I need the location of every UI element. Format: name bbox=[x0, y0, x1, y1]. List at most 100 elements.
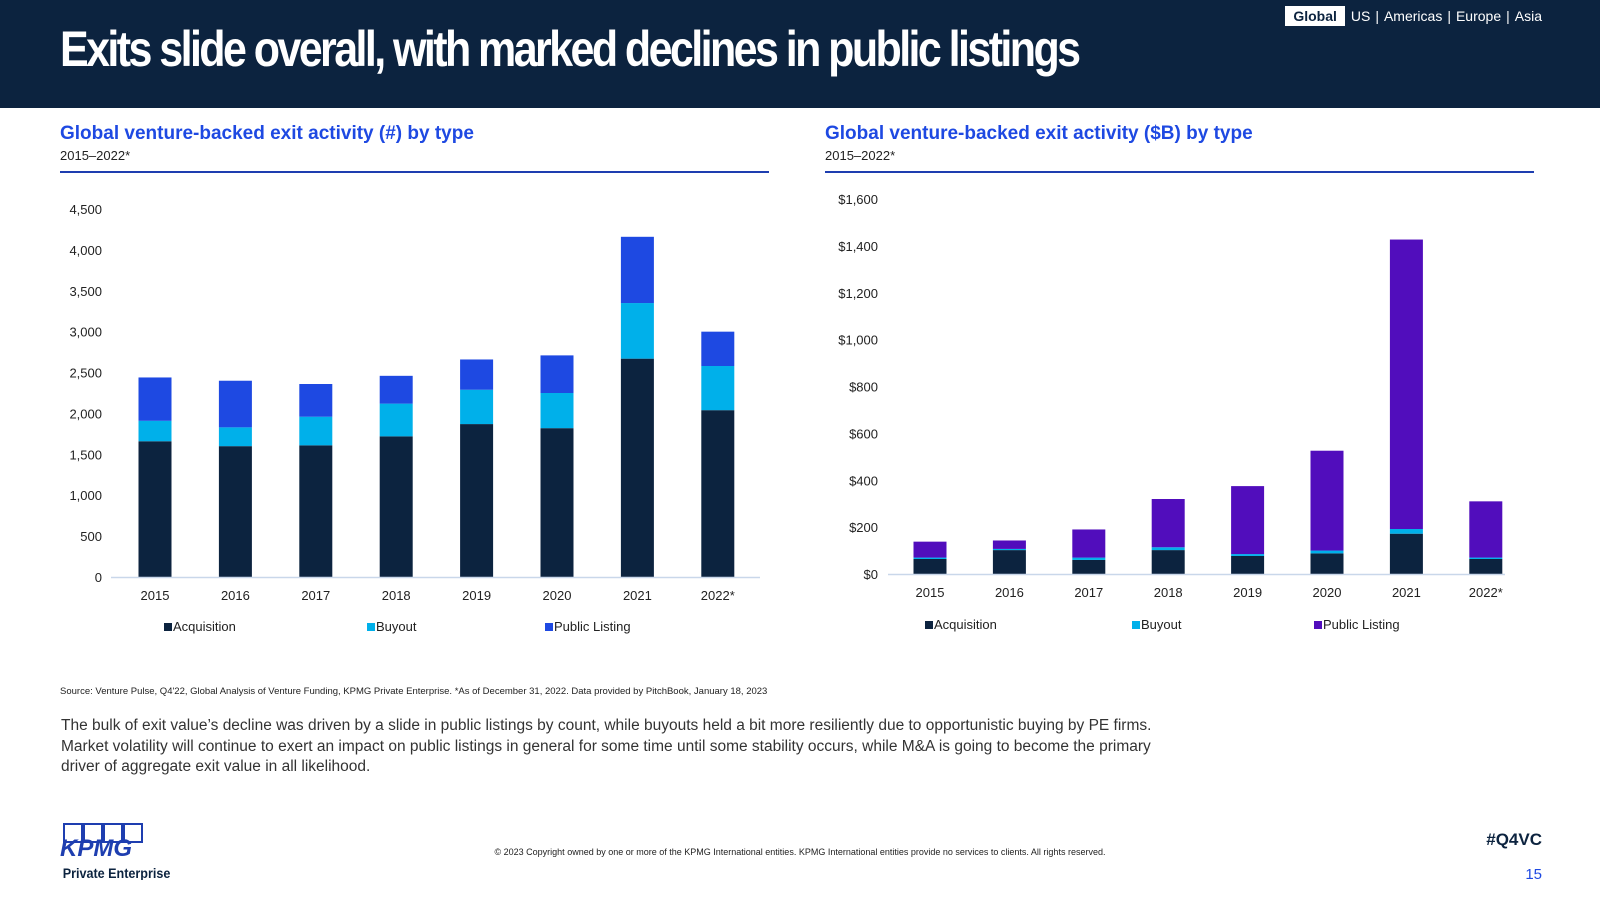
x-tick-label: 2017 bbox=[1074, 585, 1103, 600]
bar-acquisition bbox=[1469, 559, 1503, 574]
x-tick-label: 2022* bbox=[701, 588, 735, 603]
svg-text:Private Enterprise: Private Enterprise bbox=[63, 865, 170, 880]
legend-label: Acquisition bbox=[173, 619, 236, 634]
bar-acquisition bbox=[138, 441, 172, 577]
bar-public-listing bbox=[620, 236, 654, 304]
bar-buyout bbox=[1389, 529, 1423, 534]
bar-public-listing bbox=[1469, 501, 1503, 558]
bar-buyout bbox=[1072, 557, 1106, 560]
legend-swatch bbox=[545, 623, 553, 631]
nav-item-europe[interactable]: Europe bbox=[1455, 8, 1502, 24]
bar-buyout bbox=[913, 557, 947, 559]
y-tick-label: 4,000 bbox=[69, 243, 102, 258]
bar-buyout bbox=[620, 303, 654, 359]
legend-swatch bbox=[1314, 621, 1322, 629]
bar-public-listing bbox=[218, 380, 252, 428]
source-note: Source: Venture Pulse, Q4'22, Global Ana… bbox=[60, 686, 768, 697]
y-tick-label: 500 bbox=[80, 529, 102, 544]
y-tick-label: 2,500 bbox=[69, 366, 102, 381]
copyright-notice: © 2023 Copyright owned by one or more of… bbox=[494, 847, 1106, 857]
bar-public-listing bbox=[299, 384, 333, 417]
legend-swatch bbox=[1132, 621, 1140, 629]
bar-acquisition bbox=[379, 436, 413, 577]
x-tick-label: 2017 bbox=[301, 588, 330, 603]
commentary-text: The bulk of exit value’s decline was dri… bbox=[61, 717, 1152, 775]
bar-public-listing bbox=[540, 355, 574, 393]
legend-label: Buyout bbox=[376, 619, 417, 634]
x-tick-label: 2016 bbox=[995, 585, 1024, 600]
nav-separator: | bbox=[1375, 8, 1379, 24]
x-tick-label: 2018 bbox=[382, 588, 411, 603]
bar-acquisition bbox=[992, 550, 1026, 574]
region-nav: Global US | Americas | Europe | Asia bbox=[1285, 6, 1542, 26]
bar-acquisition bbox=[1151, 550, 1185, 574]
x-tick-label: 2018 bbox=[1154, 585, 1183, 600]
x-tick-label: 2021 bbox=[623, 588, 652, 603]
legend-label: Public Listing bbox=[554, 619, 631, 634]
nav-item-us[interactable]: US bbox=[1350, 8, 1371, 24]
bar-buyout bbox=[138, 420, 172, 442]
svg-text:KPMG: KPMG bbox=[60, 835, 132, 862]
bar-public-listing bbox=[913, 541, 947, 558]
y-tick-label: $600 bbox=[849, 426, 878, 441]
bar-buyout bbox=[1151, 547, 1185, 551]
right-chart-subtitle: 2015–2022* bbox=[825, 148, 896, 163]
kpmg-logo: KPMG Private Enterprise bbox=[60, 822, 170, 885]
y-tick-label: $1,600 bbox=[838, 192, 878, 207]
y-tick-label: 2,000 bbox=[69, 406, 102, 421]
bar-acquisition bbox=[299, 445, 333, 577]
bar-buyout bbox=[1310, 550, 1344, 554]
page-number: 15 bbox=[1525, 866, 1542, 883]
bar-public-listing bbox=[992, 540, 1026, 549]
bar-acquisition bbox=[1389, 533, 1423, 574]
bar-public-listing bbox=[1072, 529, 1106, 558]
y-tick-label: 1,500 bbox=[69, 447, 102, 462]
bar-public-listing bbox=[1389, 239, 1423, 529]
left-title-rule bbox=[60, 171, 769, 173]
bar-public-listing bbox=[1151, 499, 1185, 548]
legend-label: Acquisition bbox=[934, 617, 997, 632]
y-tick-label: $1,200 bbox=[838, 286, 878, 301]
nav-separator: | bbox=[1506, 8, 1510, 24]
bar-buyout bbox=[992, 548, 1026, 551]
bar-acquisition bbox=[913, 559, 947, 574]
bar-buyout bbox=[299, 416, 333, 446]
y-tick-label: 3,500 bbox=[69, 284, 102, 299]
kpmg-logo-icon: KPMG Private Enterprise bbox=[60, 823, 170, 881]
bar-public-listing bbox=[1231, 486, 1265, 555]
left-chart-subtitle: 2015–2022* bbox=[60, 148, 131, 163]
bar-buyout bbox=[218, 427, 252, 447]
x-tick-label: 2022* bbox=[1469, 585, 1503, 600]
x-tick-label: 2015 bbox=[916, 585, 945, 600]
bar-buyout bbox=[460, 389, 494, 425]
header-bar: Exits slide overall, with marked decline… bbox=[0, 0, 1600, 108]
nav-item-global[interactable]: Global bbox=[1285, 6, 1345, 26]
x-tick-label: 2020 bbox=[1313, 585, 1342, 600]
bar-public-listing bbox=[460, 359, 494, 390]
bar-public-listing bbox=[1310, 450, 1344, 551]
bar-buyout bbox=[701, 366, 735, 411]
right-title-rule bbox=[825, 171, 1534, 173]
legend-swatch bbox=[164, 623, 172, 631]
nav-item-americas[interactable]: Americas bbox=[1383, 8, 1443, 24]
bar-buyout bbox=[379, 403, 413, 437]
y-tick-label: 3,000 bbox=[69, 325, 102, 340]
bar-buyout bbox=[540, 393, 574, 429]
nav-separator: | bbox=[1447, 8, 1451, 24]
bar-acquisition bbox=[460, 424, 494, 577]
bar-acquisition bbox=[540, 428, 574, 577]
legend-swatch bbox=[367, 623, 375, 631]
bar-buyout bbox=[1231, 554, 1265, 556]
y-tick-label: $1,000 bbox=[838, 333, 878, 348]
y-tick-label: 4,500 bbox=[69, 202, 102, 217]
bar-acquisition bbox=[620, 358, 654, 577]
nav-item-asia[interactable]: Asia bbox=[1514, 8, 1542, 24]
bar-acquisition bbox=[701, 410, 735, 577]
bar-public-listing bbox=[701, 331, 735, 367]
right-chart-title: Global venture-backed exit activity ($B)… bbox=[825, 123, 1253, 144]
legend-label: Public Listing bbox=[1323, 617, 1400, 632]
legend-label: Buyout bbox=[1141, 617, 1182, 632]
y-tick-label: $0 bbox=[864, 567, 878, 582]
x-tick-label: 2021 bbox=[1392, 585, 1421, 600]
bar-acquisition bbox=[1072, 559, 1106, 574]
